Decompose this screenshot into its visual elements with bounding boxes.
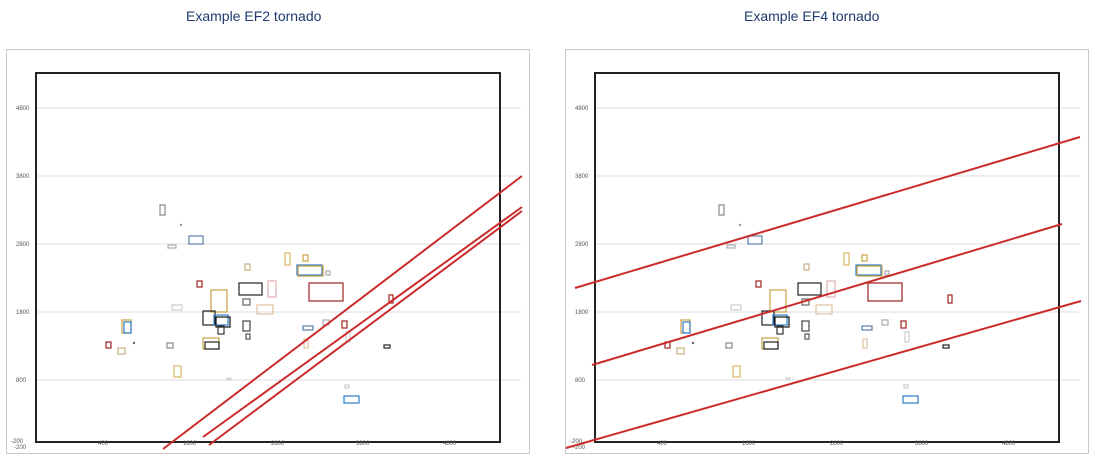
ef4-diagram: 4800 3800 2800 1800 800 -200 -200 400 18… xyxy=(565,49,1089,454)
x-tick: 400 xyxy=(98,441,109,447)
x-tick: 400 xyxy=(657,441,668,447)
origin-label: -200 xyxy=(14,445,27,451)
y-tick: 2800 xyxy=(16,242,30,248)
y-tick: 800 xyxy=(16,378,27,384)
tornado-path-lines xyxy=(162,175,523,450)
lot-frame xyxy=(35,72,501,443)
x-axis-labels: 400 1800 2800 3800 4800 xyxy=(657,441,1016,447)
x-tick: 2800 xyxy=(271,441,285,447)
tornado-path-lines xyxy=(565,136,1082,449)
ef2-diagram: 4800 3800 2800 1800 800 -200 -200 400 18… xyxy=(6,49,530,454)
y-tick: 3800 xyxy=(575,174,589,180)
x-tick: 1800 xyxy=(742,441,756,447)
building-footprints xyxy=(664,204,953,404)
title-ef2: Example EF2 tornado xyxy=(186,8,322,24)
y-tick: 4800 xyxy=(16,106,30,112)
y-tick: 800 xyxy=(575,378,586,384)
title-ef4: Example EF4 tornado xyxy=(744,8,880,24)
y-tick: 1800 xyxy=(16,310,30,316)
y-axis-labels: 4800 3800 2800 1800 800 -200 -200 xyxy=(570,106,589,451)
x-tick: 4800 xyxy=(1002,441,1016,447)
x-tick: 3800 xyxy=(915,441,929,447)
y-tick: 3800 xyxy=(16,174,30,180)
x-tick: 1800 xyxy=(183,441,197,447)
lot-frame xyxy=(594,72,1060,443)
y-axis-labels: 4800 3800 2800 1800 800 -200 -200 xyxy=(11,106,30,451)
x-tick: 3800 xyxy=(356,441,370,447)
grid-lines xyxy=(595,107,1080,381)
x-axis-labels: 400 1800 2800 3800 4800 xyxy=(98,441,457,447)
origin-label: -200 xyxy=(11,439,24,445)
panel-border xyxy=(565,49,1089,454)
x-tick: 4800 xyxy=(443,441,457,447)
origin-label: -200 xyxy=(573,445,586,451)
y-tick: 1800 xyxy=(575,310,589,316)
origin-label: -200 xyxy=(570,439,583,445)
y-tick: 4800 xyxy=(575,106,589,112)
x-tick: 2800 xyxy=(830,441,844,447)
panel-border xyxy=(6,49,530,454)
grid-lines xyxy=(36,107,521,381)
y-tick: 2800 xyxy=(575,242,589,248)
building-footprints xyxy=(105,204,394,404)
